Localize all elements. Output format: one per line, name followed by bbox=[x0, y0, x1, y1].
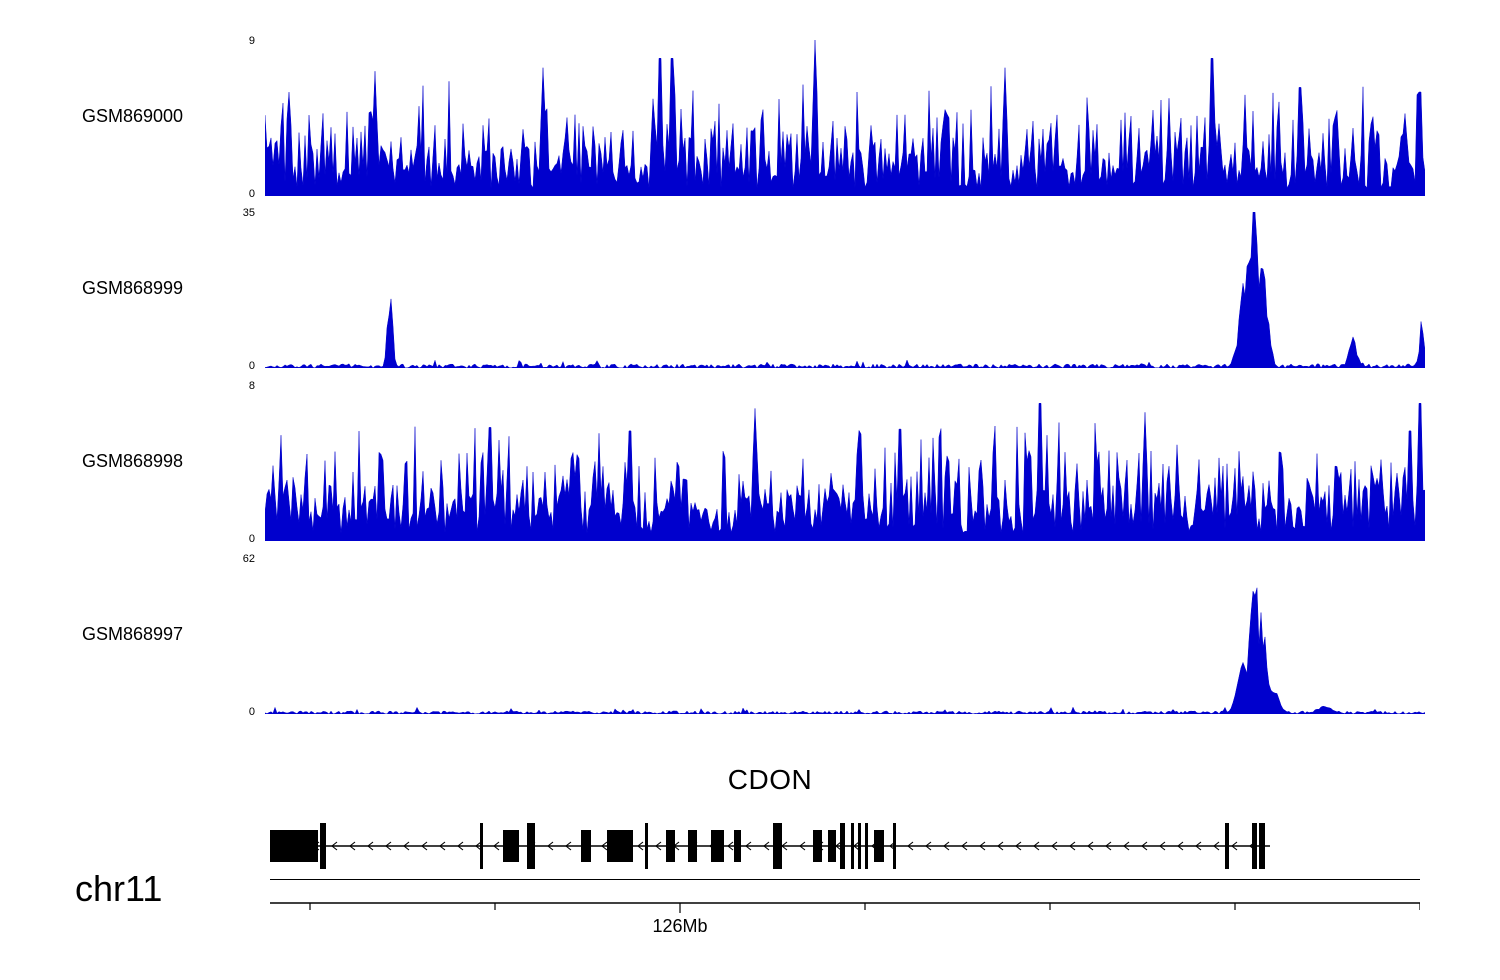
strand-arrow-left-icon bbox=[961, 841, 968, 851]
gene-model-svg bbox=[270, 823, 1270, 869]
exon-block bbox=[666, 830, 675, 862]
strand-arrow-left-icon bbox=[385, 841, 392, 851]
strand-arrow-left-icon bbox=[1015, 841, 1022, 851]
gene-name-label: CDON bbox=[727, 764, 813, 795]
exon-block bbox=[688, 830, 697, 862]
strand-arrow-left-icon bbox=[349, 841, 356, 851]
track-name-GSM868997: GSM868997 bbox=[82, 624, 184, 644]
strand-arrow-left-icon bbox=[1051, 841, 1058, 851]
strand-arrow-left-icon bbox=[367, 841, 374, 851]
strand-arrow-left-icon bbox=[637, 841, 644, 851]
exon-block bbox=[828, 830, 836, 862]
ytick-min-GSM868998: 0 bbox=[248, 533, 255, 545]
signal-area-GSM868997 bbox=[265, 587, 1425, 714]
strand-arrow-left-icon bbox=[439, 841, 446, 851]
strand-arrow-left-icon bbox=[925, 841, 932, 851]
strand-arrow-left-icon bbox=[1141, 841, 1148, 851]
signal-area-GSM868998 bbox=[265, 403, 1425, 541]
exon-block bbox=[840, 823, 845, 869]
exon-block bbox=[773, 823, 782, 869]
exon-block bbox=[480, 823, 483, 869]
strand-arrow-left-icon bbox=[745, 841, 752, 851]
exon-block bbox=[270, 830, 318, 862]
ytick-max-GSM868999: 35 bbox=[242, 207, 255, 219]
exon-block bbox=[645, 823, 648, 869]
strand-arrow-left-icon bbox=[943, 841, 950, 851]
coverage-plot-GSM868997 bbox=[265, 558, 1425, 714]
exon-block bbox=[1252, 823, 1257, 869]
position-tick-label: 126Mb bbox=[652, 916, 708, 936]
exon-block bbox=[865, 823, 868, 869]
gene-model-track bbox=[265, 800, 1425, 895]
coordinate-ruler bbox=[270, 901, 1421, 917]
strand-arrow-left-icon bbox=[601, 841, 608, 851]
exon-block bbox=[734, 830, 741, 862]
separator-line bbox=[270, 879, 1420, 880]
strand-arrow-left-icon bbox=[331, 841, 338, 851]
signal-area-GSM869000 bbox=[265, 40, 1425, 196]
track-name-GSM868999: GSM868999 bbox=[82, 278, 184, 298]
strand-arrow-left-icon bbox=[1159, 841, 1166, 851]
ytick-max-GSM868998: 8 bbox=[248, 380, 255, 392]
strand-arrow-left-icon bbox=[1123, 841, 1130, 851]
strand-arrow-left-icon bbox=[763, 841, 770, 851]
strand-arrow-left-icon bbox=[421, 841, 428, 851]
strand-arrow-left-icon bbox=[1033, 841, 1040, 851]
exon-block bbox=[607, 830, 633, 862]
strand-arrow-left-icon bbox=[475, 841, 482, 851]
exon-block bbox=[581, 830, 591, 862]
strand-arrow-left-icon bbox=[493, 841, 500, 851]
exon-block bbox=[503, 830, 519, 862]
strand-arrow-left-icon bbox=[403, 841, 410, 851]
coverage-plot-GSM869000 bbox=[265, 40, 1425, 196]
exon-block bbox=[711, 830, 724, 862]
track-name-GSM869000: GSM869000 bbox=[82, 106, 184, 126]
chromosome-label: chr11 bbox=[75, 868, 163, 909]
strand-arrow-left-icon bbox=[979, 841, 986, 851]
strand-arrow-left-icon bbox=[565, 841, 572, 851]
strand-arrow-left-icon bbox=[727, 841, 734, 851]
strand-arrow-left-icon bbox=[457, 841, 464, 851]
strand-arrow-left-icon bbox=[547, 841, 554, 851]
strand-arrow-left-icon bbox=[1105, 841, 1112, 851]
exon-block bbox=[874, 830, 884, 862]
exon-block bbox=[858, 823, 861, 869]
coverage-plot-GSM868999 bbox=[265, 212, 1425, 368]
strand-arrow-left-icon bbox=[1087, 841, 1094, 851]
exon-block bbox=[813, 830, 822, 862]
strand-arrow-left-icon bbox=[1069, 841, 1076, 851]
ruler-svg bbox=[270, 902, 1421, 913]
ytick-min-GSM869000: 0 bbox=[248, 188, 255, 200]
exon-block bbox=[1259, 823, 1265, 869]
strand-arrow-left-icon bbox=[655, 841, 662, 851]
strand-arrow-left-icon bbox=[907, 841, 914, 851]
strand-arrow-left-icon bbox=[1177, 841, 1184, 851]
exon-block bbox=[527, 823, 535, 869]
ytick-max-GSM868997: 62 bbox=[242, 553, 255, 565]
exon-block bbox=[1225, 823, 1229, 869]
exon-block bbox=[893, 823, 896, 869]
strand-arrow-left-icon bbox=[1213, 841, 1220, 851]
track-name-GSM868998: GSM868998 bbox=[82, 451, 184, 471]
ytick-min-GSM868999: 0 bbox=[248, 360, 255, 372]
strand-arrow-left-icon bbox=[799, 841, 806, 851]
signal-area-GSM868999 bbox=[265, 212, 1425, 368]
exon-block bbox=[320, 823, 326, 869]
strand-arrow-left-icon bbox=[997, 841, 1004, 851]
strand-arrow-left-icon bbox=[1195, 841, 1202, 851]
strand-arrow-left-icon bbox=[1231, 841, 1238, 851]
coverage-plot-GSM868998 bbox=[265, 385, 1425, 541]
exon-block bbox=[851, 823, 854, 869]
ytick-max-GSM869000: 9 bbox=[248, 35, 255, 47]
ytick-min-GSM868997: 0 bbox=[248, 706, 255, 718]
